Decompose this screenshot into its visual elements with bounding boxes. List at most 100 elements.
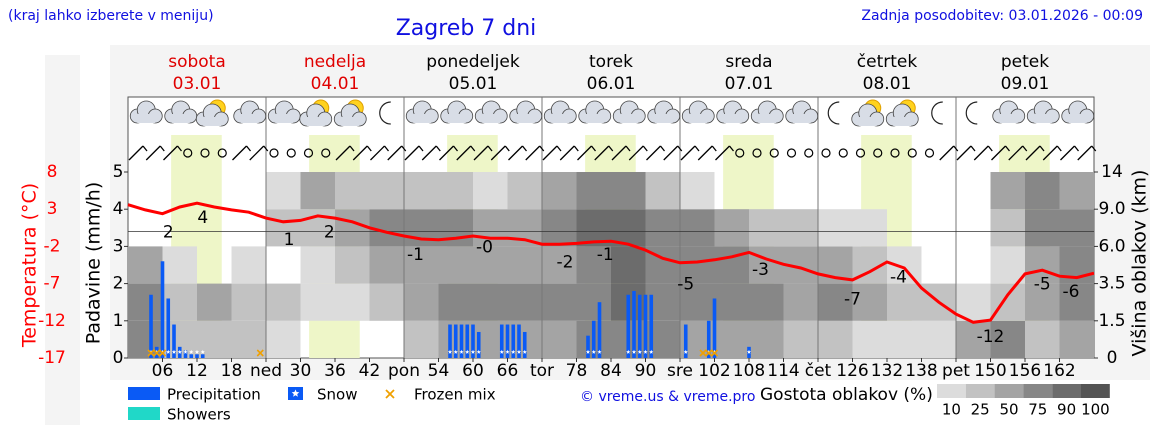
snow-marker xyxy=(177,349,182,354)
icon xyxy=(137,114,156,123)
temperature-label: -5 xyxy=(1034,275,1051,295)
precip-tick-label: 0 xyxy=(113,348,124,368)
icon xyxy=(203,117,222,126)
wind-barb xyxy=(663,145,679,161)
precip-axis-title: Padavine (mm/h) xyxy=(83,182,105,345)
cloud-cell xyxy=(404,320,439,358)
frozen-mix-stroke xyxy=(153,349,161,357)
snow-marker xyxy=(166,349,171,354)
wind-calm xyxy=(200,148,210,158)
x-tick-label: 132 xyxy=(871,361,903,381)
hint: (kraj lahko izberete v meniju) xyxy=(8,8,214,24)
scale-label: 75 xyxy=(1028,401,1047,419)
wind-barb xyxy=(521,145,528,152)
cloud-cell xyxy=(852,320,887,358)
credit: © vreme.us & vreme.pro xyxy=(580,389,755,405)
precip-bar xyxy=(597,302,602,358)
x-tick-label: 90 xyxy=(635,361,657,381)
temperature-label: -4 xyxy=(890,267,907,287)
wind-barb xyxy=(577,145,592,161)
cloud-cell xyxy=(749,320,784,358)
scale-swatch xyxy=(1081,384,1110,398)
wind-barb xyxy=(245,145,252,152)
snow-marker xyxy=(505,349,510,354)
icon xyxy=(341,117,360,126)
cloud-cell xyxy=(990,209,1025,247)
legend-swatch xyxy=(128,387,160,400)
cloud-cell xyxy=(542,172,577,210)
wind-barb xyxy=(404,145,420,161)
height-tick-label: 3.5 xyxy=(1098,274,1125,294)
cloud-cell xyxy=(473,209,508,247)
temperature-label: -5 xyxy=(677,275,694,295)
temperature-tick-label: -17 xyxy=(38,348,66,368)
x-tick-label: 66 xyxy=(497,361,519,381)
snow-marker xyxy=(160,349,165,354)
wind-calm xyxy=(303,148,314,158)
wind-calm xyxy=(735,148,745,158)
height-axis-title: Višina oblakov (km) xyxy=(1129,170,1151,357)
cloud-cell xyxy=(231,246,266,284)
cloud-cell xyxy=(749,209,784,247)
cloud-cell xyxy=(266,283,301,321)
cloud-cell xyxy=(576,246,611,284)
cloud-cell xyxy=(128,246,163,284)
wind-calm xyxy=(804,148,814,158)
wind-barb xyxy=(677,145,683,152)
cloud-cell xyxy=(507,246,542,284)
precip-bar xyxy=(517,324,521,358)
icon xyxy=(858,117,877,126)
icon xyxy=(654,114,673,123)
x-tick-label: 150 xyxy=(974,361,1006,381)
wind-barb xyxy=(142,145,148,152)
precip-bar xyxy=(706,320,711,358)
cloud-cell xyxy=(1025,172,1060,210)
cloud-cell xyxy=(611,246,646,284)
precip-bar xyxy=(626,294,631,358)
snow-marker xyxy=(597,349,602,354)
wind-barb xyxy=(232,145,247,161)
wind-barb xyxy=(594,145,610,161)
height-tick-label: 6.0 xyxy=(1098,236,1125,256)
frozen-mix-marker xyxy=(147,349,155,357)
wind-barb xyxy=(628,145,644,161)
wind-barb xyxy=(159,145,165,152)
wind-barb xyxy=(642,145,648,152)
snow-marker xyxy=(631,349,637,354)
snow-marker xyxy=(522,349,527,354)
icon xyxy=(379,101,391,125)
icon xyxy=(482,114,501,123)
cloud-cell xyxy=(507,283,542,321)
wind-barb xyxy=(556,145,562,152)
icon xyxy=(999,114,1018,123)
icon xyxy=(551,114,570,123)
wind-barb xyxy=(452,145,459,152)
wind-barb xyxy=(435,145,441,152)
day-date: 09.01 xyxy=(1001,74,1050,94)
x-tick-label: čet xyxy=(805,361,832,381)
wind-calm xyxy=(183,148,193,158)
temperature-label: -3 xyxy=(752,260,769,280)
cloud-cell xyxy=(714,283,749,321)
frozen-mix-stroke xyxy=(256,349,264,357)
cloud-cell xyxy=(990,320,1025,358)
wind-barb xyxy=(711,145,717,152)
precip-tick-label: 5 xyxy=(113,162,124,182)
cloud-cell xyxy=(266,320,301,358)
x-tick-label: tor xyxy=(530,361,554,381)
wind-barb xyxy=(694,145,700,152)
wind-calm xyxy=(217,148,227,158)
cloud-cell xyxy=(611,172,646,210)
x-tick-label: pon xyxy=(388,361,420,381)
wind-calm xyxy=(890,148,900,158)
cloud-cell xyxy=(990,283,1025,321)
snow-marker xyxy=(183,349,188,354)
wind-barb xyxy=(128,145,144,161)
snow-marker xyxy=(447,349,453,354)
precip-tick-label: 3 xyxy=(113,236,124,256)
wind-barb xyxy=(1025,145,1041,161)
cloud-cell xyxy=(990,246,1025,284)
wind-barb xyxy=(421,145,437,161)
cloud-cell xyxy=(852,209,887,247)
cloud-cell xyxy=(473,283,508,321)
